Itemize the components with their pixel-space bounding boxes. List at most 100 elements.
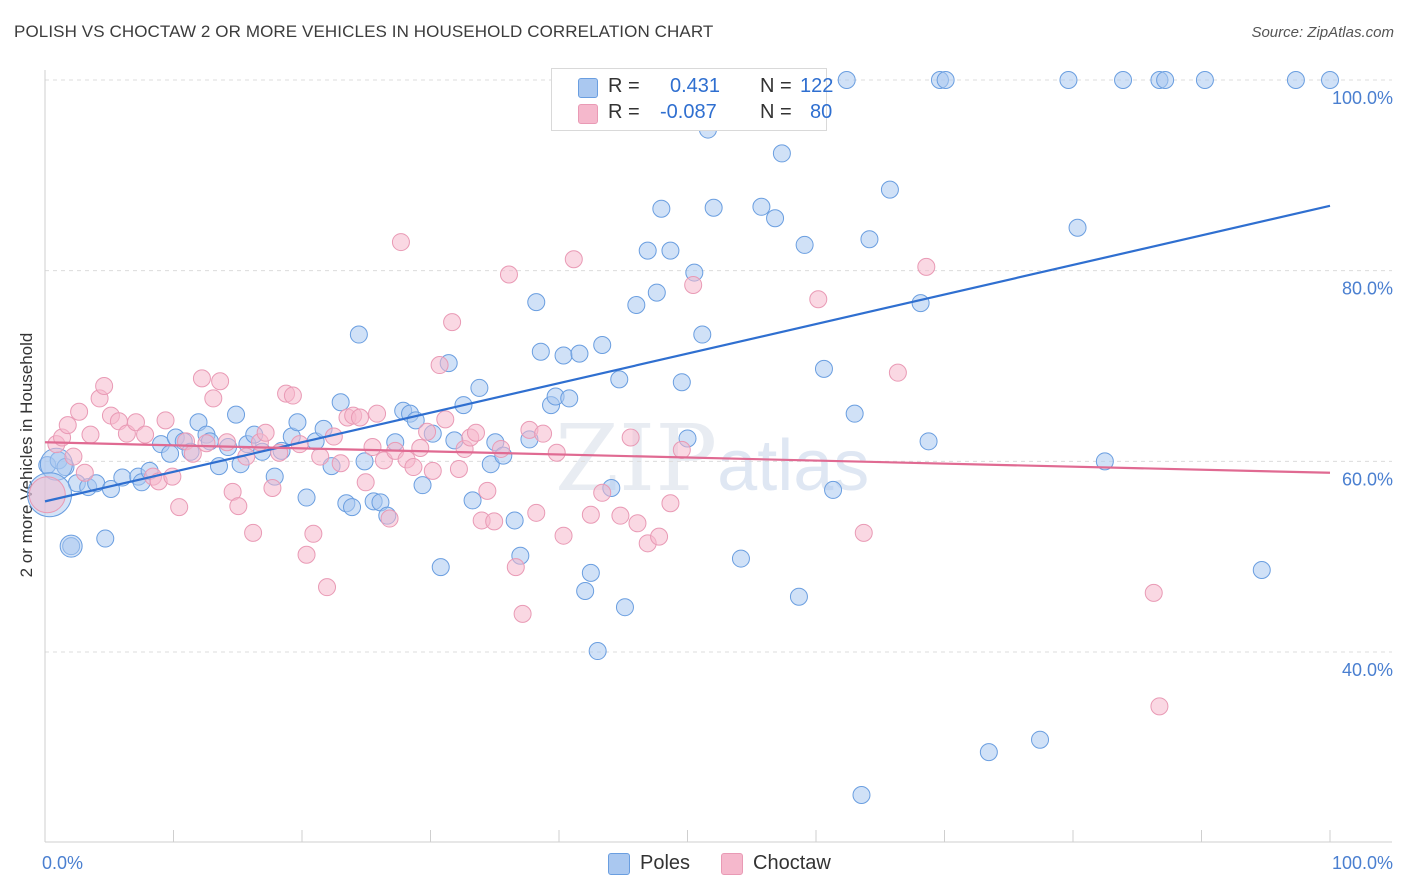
choctaw-point: [672, 440, 691, 459]
poles-point: [672, 373, 691, 392]
choctaw-point: [581, 505, 600, 524]
choctaw-point: [611, 506, 630, 525]
choctaw-point: [506, 558, 525, 577]
poles-point: [1031, 730, 1050, 749]
poles-legend-label: Poles: [640, 852, 691, 874]
legend-n-label: N =: [760, 75, 792, 97]
legend-r-label: R =: [608, 101, 640, 123]
choctaw-point: [156, 411, 175, 430]
choctaw-point: [70, 402, 89, 421]
poles-point: [860, 230, 879, 249]
poles-point: [731, 549, 750, 568]
poles-point: [845, 404, 864, 423]
poles-point: [527, 293, 546, 312]
choctaw-point: [75, 463, 94, 482]
poles-point: [576, 581, 595, 600]
choctaw-point: [485, 512, 504, 531]
poles-point: [96, 529, 115, 548]
poles-point: [1286, 71, 1305, 89]
choctaw-point: [217, 433, 236, 452]
poles-point: [297, 488, 316, 507]
choctaw-point: [126, 413, 145, 432]
poles-point: [1252, 561, 1271, 580]
choctaw-swatch: [578, 104, 598, 124]
choctaw-point: [58, 416, 77, 435]
choctaw-point: [478, 481, 497, 500]
choctaw-point: [449, 459, 468, 478]
poles-point: [772, 144, 791, 163]
poles-point: [647, 283, 666, 302]
choctaw-point: [809, 290, 828, 309]
poles-point: [1068, 218, 1087, 237]
choctaw-point: [436, 410, 455, 429]
poles-point: [693, 325, 712, 344]
choctaw-n-value: 80: [810, 101, 833, 123]
poles-point: [588, 642, 607, 661]
poles-point: [227, 405, 246, 424]
poles-point: [331, 393, 350, 412]
poles-point: [1195, 71, 1214, 89]
poles-point: [355, 452, 374, 471]
poles-r-value: 0.431: [670, 75, 721, 97]
choctaw-point: [64, 447, 83, 466]
choctaw-point: [411, 438, 430, 457]
choctaw-point: [430, 356, 449, 375]
poles-point: [795, 235, 814, 254]
x-tick-label: 100.0%: [1332, 853, 1393, 873]
poles-point: [979, 743, 998, 762]
choctaw-point: [1150, 697, 1169, 716]
poles-point: [343, 498, 362, 517]
legend-n-label: N =: [760, 101, 792, 123]
poles-point: [752, 197, 771, 216]
choctaw-point: [423, 461, 442, 480]
poles-point: [581, 563, 600, 582]
y-tick-label: 80.0%: [1342, 279, 1393, 299]
choctaw-point: [593, 483, 612, 502]
watermark-sub: atlas: [717, 426, 870, 506]
poles-point: [814, 359, 833, 378]
choctaw-point: [661, 494, 680, 513]
choctaw-point: [211, 372, 230, 391]
choctaw-point: [297, 545, 316, 564]
poles-point: [1156, 71, 1175, 89]
choctaw-legend-label: Choctaw: [753, 852, 831, 874]
choctaw-point: [136, 425, 155, 444]
poles-point: [470, 378, 489, 397]
poles-point: [1095, 452, 1114, 471]
choctaw-point: [350, 408, 369, 427]
poles-point: [911, 294, 930, 313]
choctaw-r-value: -0.087: [660, 101, 717, 123]
poles-point: [880, 180, 899, 199]
choctaw-trend-line: [44, 441, 1331, 474]
poles-point: [1114, 71, 1133, 89]
choctaw-point: [380, 509, 399, 528]
choctaw-legend-swatch: [721, 853, 743, 875]
poles-point: [852, 786, 871, 804]
poles-point: [505, 511, 524, 530]
poles-point: [824, 480, 843, 499]
choctaw-point: [418, 422, 437, 441]
choctaw-point: [244, 523, 263, 542]
poles-legend-swatch: [608, 853, 630, 875]
choctaw-point: [621, 428, 640, 447]
choctaw-point: [527, 503, 546, 522]
poles-point: [59, 534, 83, 558]
correlation-legend: R = 0.431 N = 122 R = -0.087 N = 80: [551, 68, 833, 131]
choctaw-point: [650, 527, 669, 546]
choctaw-point: [28, 476, 66, 514]
poles-point: [789, 587, 808, 606]
poles-point: [531, 342, 550, 361]
choctaw-point: [368, 404, 387, 423]
choctaw-point: [854, 523, 873, 542]
source-label: Source: ZipAtlas.com: [1251, 24, 1394, 41]
choctaw-point: [443, 313, 462, 332]
choctaw-point: [492, 439, 511, 458]
choctaw-point: [170, 498, 189, 517]
y-tick-label: 100.0%: [1332, 88, 1393, 108]
poles-trend-line: [44, 204, 1331, 503]
poles-point: [638, 241, 657, 260]
choctaw-point: [917, 257, 936, 276]
chart-title: POLISH VS CHOCTAW 2 OR MORE VEHICLES IN …: [14, 22, 714, 41]
choctaw-point: [554, 526, 573, 545]
